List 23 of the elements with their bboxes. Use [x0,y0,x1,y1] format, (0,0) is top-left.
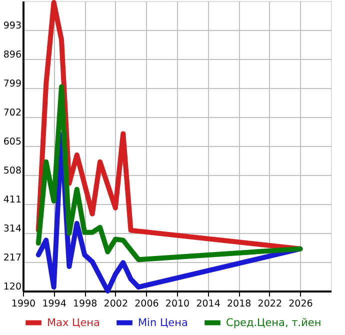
y-tick-label: 896 [3,50,22,60]
y-tick-label: 702 [3,108,22,118]
y-tick-label: 799 [3,78,22,90]
legend-label: Max Цена [47,316,100,329]
legend-label: Min Цена [138,316,188,329]
x-tick-label: 1994 [42,298,66,310]
y-tick-label: 120 [3,282,22,292]
y-tick-label: 605 [3,136,22,148]
x-tick-label: 2026 [288,298,313,310]
legend-label: Сред.Цена, т.йен [226,316,322,329]
x-tick-label: 1998 [73,298,98,310]
y-tick-label: 217 [3,252,22,264]
x-tick-label: 2010 [165,298,190,310]
y-tick-label: 314 [3,224,22,234]
y-tick-label: 411 [3,194,22,206]
x-tick-label: 1990 [11,298,36,310]
x-tick-label: 2014 [196,298,220,310]
y-tick-label: 993 [3,20,22,32]
x-tick-label: 2006 [134,298,159,310]
y-tick-label: 508 [3,166,22,176]
x-tick-label: 2018 [227,298,252,310]
x-tick-label: 2002 [104,298,128,310]
x-tick-label: 2022 [258,298,282,310]
